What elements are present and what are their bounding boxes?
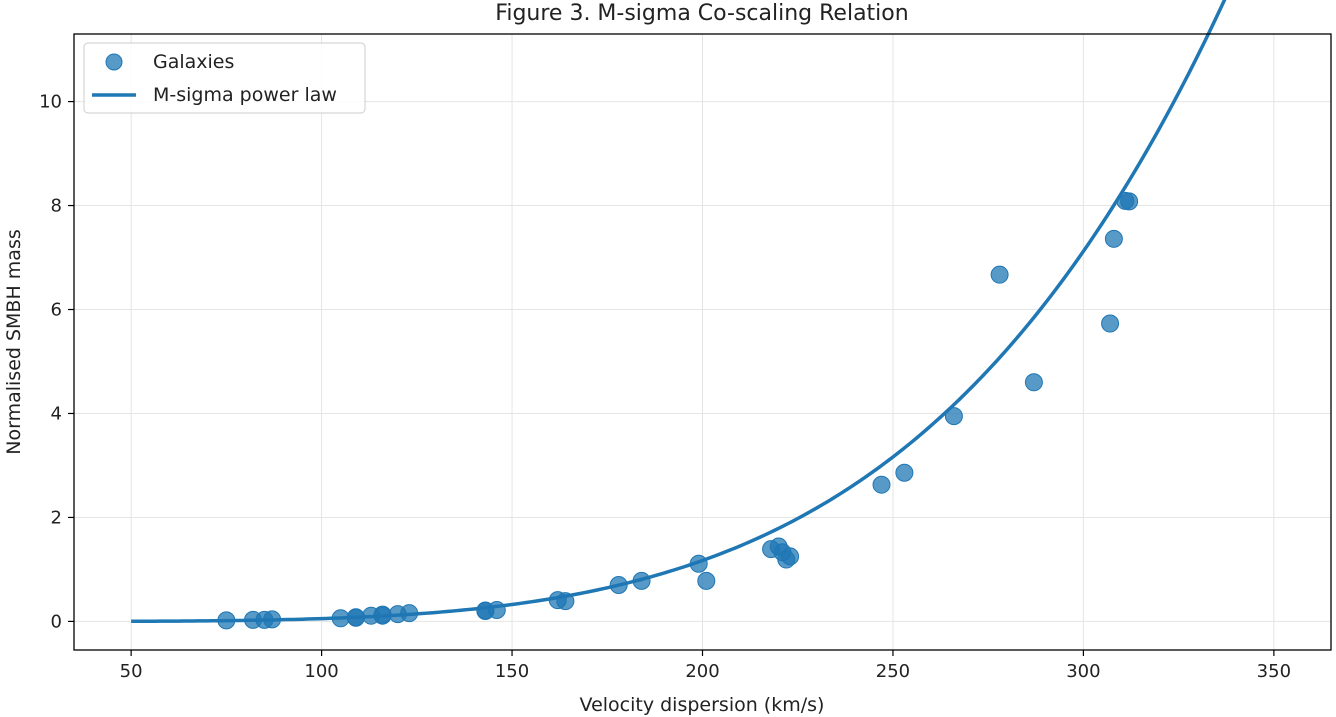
x-axis-ticks: 50 100 150 200 250 300 350 [120, 650, 1291, 682]
galaxy-point [895, 463, 914, 482]
galaxy-point [263, 610, 282, 629]
y-tick-label: 8 [51, 196, 62, 217]
legend-label-galaxies: Galaxies [153, 51, 234, 73]
galaxy-point [1120, 192, 1139, 211]
y-tick-label: 0 [51, 611, 62, 632]
galaxy-point [217, 611, 236, 630]
galaxy-point [944, 407, 963, 426]
x-tick-label: 350 [1257, 661, 1291, 682]
chart-title: Figure 3. M-sigma Co-scaling Relation [495, 1, 908, 26]
galaxy-point [346, 608, 365, 627]
y-tick-label: 6 [51, 300, 62, 321]
galaxy-point [872, 475, 891, 494]
x-tick-label: 300 [1066, 661, 1100, 682]
galaxy-point [1104, 229, 1123, 248]
x-tick-label: 250 [876, 661, 910, 682]
legend-label-power-law: M-sigma power law [153, 84, 337, 106]
galaxy-point [400, 604, 419, 623]
galaxy-point [632, 571, 651, 590]
galaxy-point [1024, 373, 1043, 392]
galaxy-point [781, 547, 800, 566]
galaxy-point [373, 605, 392, 624]
y-tick-label: 4 [51, 403, 62, 424]
y-axis-ticks: 0 2 4 6 8 10 [39, 92, 74, 632]
galaxy-points-layer [217, 191, 1139, 630]
x-axis-label: Velocity dispersion (km/s) [580, 694, 825, 716]
grid [74, 34, 1331, 650]
y-tick-label: 2 [51, 507, 62, 528]
y-tick-label: 10 [39, 92, 62, 113]
legend-box [83, 42, 366, 114]
galaxy-point [556, 592, 575, 611]
x-tick-label: 100 [304, 661, 338, 682]
galaxy-point [1101, 314, 1120, 333]
x-tick-label: 50 [120, 661, 143, 682]
legend-marker-galaxies [105, 53, 123, 71]
galaxy-point [331, 609, 350, 628]
legend: Galaxies M-sigma power law [83, 42, 366, 114]
x-tick-label: 200 [685, 661, 719, 682]
galaxy-point [990, 265, 1009, 284]
x-tick-label: 150 [495, 661, 529, 682]
galaxy-point [487, 600, 506, 619]
galaxy-point [697, 571, 716, 590]
galaxy-point [609, 576, 628, 595]
galaxy-point [689, 554, 708, 573]
y-axis-label: Normalised SMBH mass [3, 229, 25, 454]
